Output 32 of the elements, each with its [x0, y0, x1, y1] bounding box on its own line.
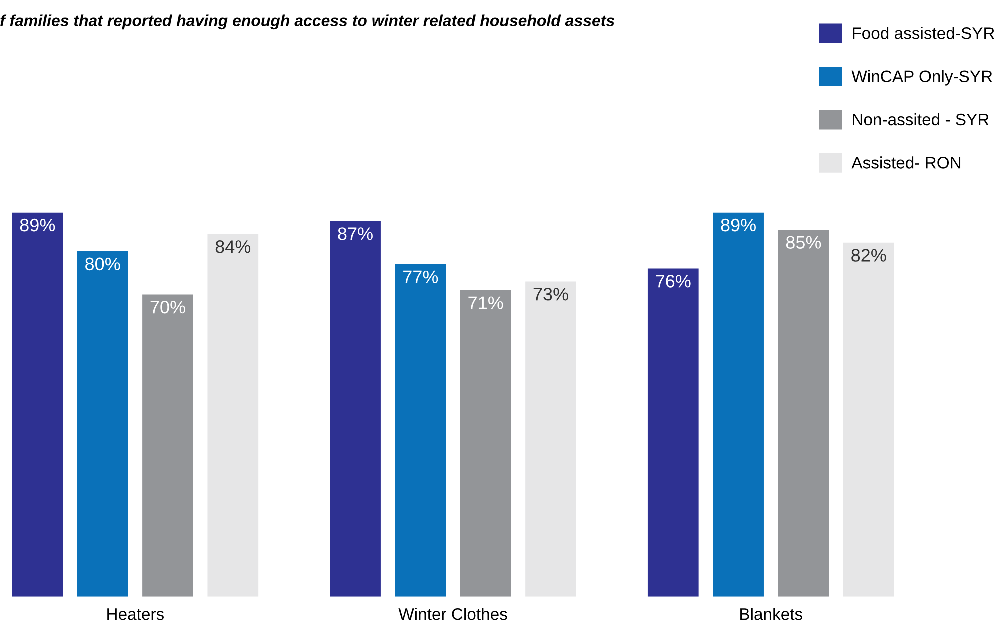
- bar: [395, 264, 446, 597]
- data-label: 77%: [404, 270, 438, 284]
- legend-label: WinCAP Only-SYR: [852, 70, 992, 86]
- data-label: 70%: [150, 300, 186, 314]
- bar: [12, 212, 64, 597]
- x-tick-label: Heaters: [108, 608, 164, 620]
- bar: [843, 242, 894, 597]
- data-label: 73%: [534, 288, 568, 301]
- bar: [778, 230, 830, 597]
- bar: [526, 282, 576, 597]
- data-label: 89%: [721, 218, 756, 232]
- legend-label: Assisted- RON: [852, 156, 961, 169]
- bar: [460, 290, 512, 597]
- bar: [77, 252, 128, 597]
- data-label: 89%: [20, 218, 56, 232]
- data-label: 76%: [656, 275, 691, 288]
- bar: [713, 212, 764, 597]
- chart-title: f families that reported having enough access to winter related household assets: [0, 14, 615, 30]
- data-label: 84%: [216, 240, 251, 254]
- bar: [142, 294, 194, 597]
- legend-label: Non-assited - SYR: [853, 113, 989, 126]
- x-tick-label: Winter Clothes: [398, 608, 508, 620]
- bar: [330, 221, 381, 597]
- data-label: 80%: [86, 258, 120, 271]
- bar: [648, 268, 699, 597]
- data-label: 71%: [468, 296, 504, 310]
- data-label: 87%: [338, 228, 373, 240]
- bar: [208, 234, 259, 597]
- data-label: 82%: [852, 249, 886, 262]
- legend-label: Food assisted-SYR: [853, 27, 994, 40]
- x-tick-label: Blankets: [740, 608, 802, 620]
- data-label: 85%: [786, 236, 822, 249]
